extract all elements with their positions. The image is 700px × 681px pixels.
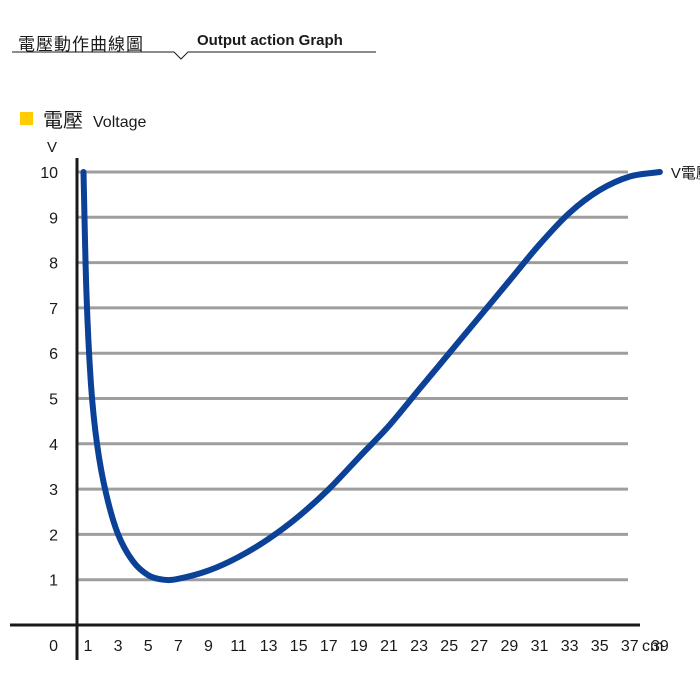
x-tick-label-29: 29 — [501, 638, 519, 655]
x-tick-label-7: 7 — [174, 638, 183, 655]
origin-label: 0 — [49, 638, 58, 655]
y-tick-label-9: 9 — [49, 210, 58, 227]
y-tick-label-8: 8 — [49, 256, 58, 273]
legend-label-en: Voltage — [93, 114, 147, 131]
x-tick-label-31: 31 — [531, 638, 549, 655]
legend: 電壓 Voltage — [20, 104, 146, 133]
x-tick-label-5: 5 — [144, 638, 153, 655]
x-tick-label-3: 3 — [114, 638, 123, 655]
x-tick-label-37: 37 — [621, 638, 639, 655]
y-tick-label-1: 1 — [49, 573, 58, 590]
y-tick-label-7: 7 — [49, 301, 58, 318]
x-tick-label-1: 1 — [84, 638, 93, 655]
y-axis-label: V — [47, 139, 57, 156]
y-tick-label-2: 2 — [49, 527, 58, 544]
x-tick-label-21: 21 — [380, 638, 398, 655]
series-line-0 — [80, 169, 663, 584]
x-tick-label-11: 11 — [230, 638, 247, 655]
y-tick-label-10: 10 — [40, 165, 58, 182]
y-tick-label-5: 5 — [49, 392, 58, 409]
header-underline — [12, 51, 376, 60]
y-tick-label-4: 4 — [49, 437, 58, 454]
x-tick-label-33: 33 — [561, 638, 579, 655]
x-tick-label-13: 13 — [260, 638, 278, 655]
x-tick-label-39: 39 — [651, 638, 669, 655]
x-axis-label: cm — [642, 638, 663, 655]
x-tick-label-23: 23 — [410, 638, 428, 655]
x-tick-label-19: 19 — [350, 638, 368, 655]
x-tick-label-9: 9 — [204, 638, 213, 655]
legend-label-zh: 電壓 — [43, 108, 83, 132]
series-label-0: V電壓 — [671, 165, 700, 182]
legend-swatch — [20, 112, 33, 125]
x-tick-label-25: 25 — [440, 638, 458, 655]
header-title-zh: 電壓動作曲線圖 — [18, 35, 144, 55]
y-tick-label-6: 6 — [49, 346, 58, 363]
x-tick-label-27: 27 — [470, 638, 488, 655]
x-tick-label-17: 17 — [320, 638, 338, 655]
x-tick-label-15: 15 — [290, 638, 308, 655]
y-tick-label-3: 3 — [49, 482, 58, 499]
x-tick-label-35: 35 — [591, 638, 609, 655]
header-title-en: Output action Graph — [197, 32, 343, 49]
